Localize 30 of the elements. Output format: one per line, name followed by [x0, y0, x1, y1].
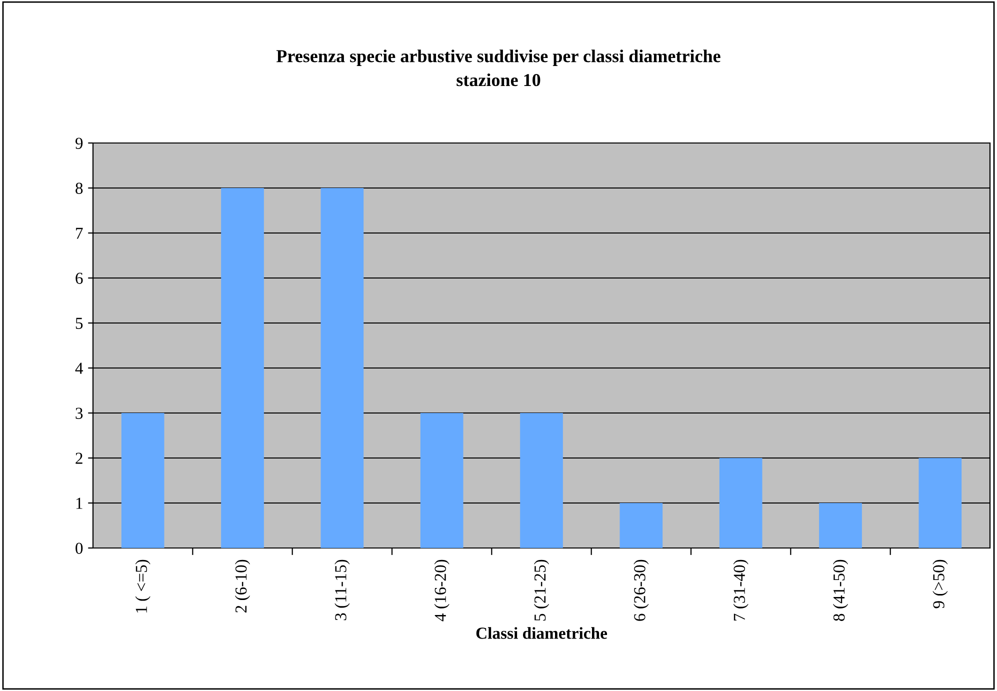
y-tick-label: 8 — [76, 182, 83, 194]
bar — [320, 188, 364, 548]
x-tick-label: 7 (31-40) — [733, 560, 748, 620]
bar — [420, 413, 464, 548]
y-tick-label: 7 — [76, 228, 83, 239]
y-tick-label: 2 — [76, 452, 82, 464]
bar — [819, 503, 862, 548]
x-tick-label: 1 ( <=5) — [135, 560, 150, 613]
x-tick-label: 8 (41-50) — [832, 560, 848, 621]
bar — [719, 458, 762, 548]
x-tick-label: 6 (26-30) — [634, 560, 649, 621]
x-tick-label: 3 (11-15) — [334, 560, 350, 620]
x-tick-label: 9 (>50) — [932, 560, 948, 608]
x-axis-title: Classi diametriche — [476, 627, 608, 639]
y-tick-label: 4 — [75, 362, 84, 374]
y-tick-label: 5 — [76, 318, 83, 329]
y-tick-label: 3 — [76, 408, 83, 419]
bar — [620, 503, 663, 548]
bar — [520, 413, 563, 548]
x-tick-label: 2 (6-10) — [234, 560, 250, 613]
y-tick-label: 9 — [75, 138, 83, 149]
y-tick-label: 1 — [76, 498, 82, 509]
bar — [121, 413, 164, 548]
bar — [918, 458, 962, 548]
chart-title: Presenza specie arbustive suddivise per classi diametriche stazione 10 — [276, 50, 720, 86]
x-tick-label: 5 (21-25) — [534, 560, 550, 621]
y-tick-label: 6 — [76, 272, 83, 284]
bar — [221, 188, 264, 548]
y-tick-label: 0 — [76, 542, 83, 554]
x-tick-label: 4 (16-20) — [434, 560, 450, 622]
